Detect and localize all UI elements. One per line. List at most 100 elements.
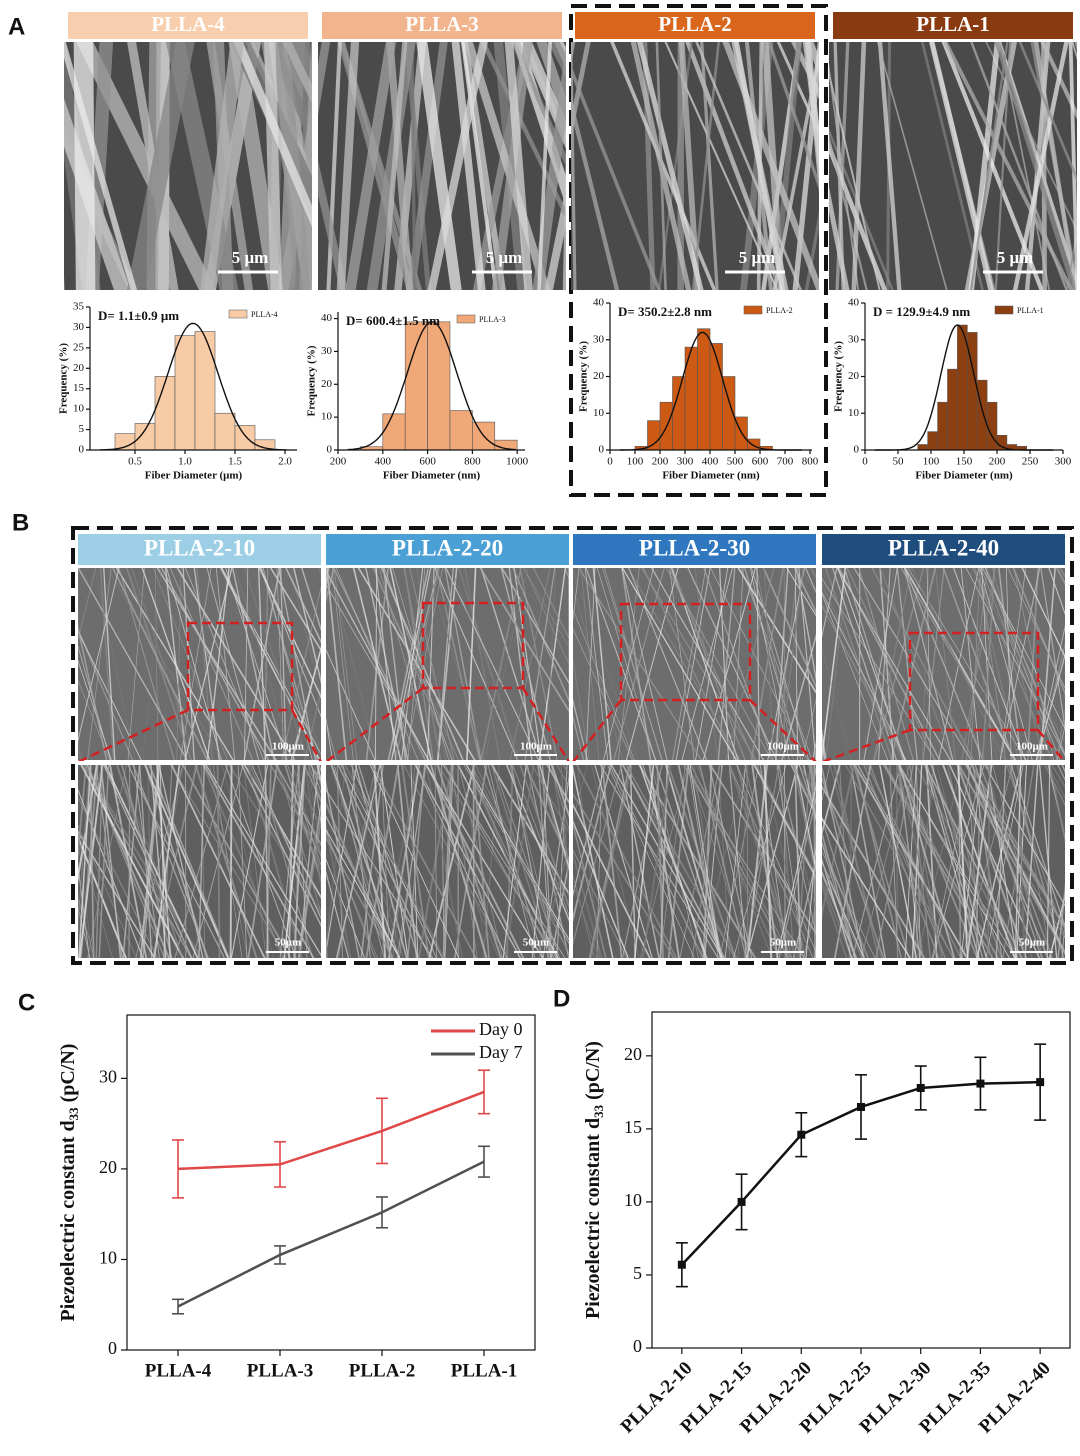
x-tick-label: 300: [677, 456, 694, 468]
fiber: [331, 568, 354, 760]
fiber: [687, 568, 778, 760]
fiber: [414, 765, 508, 958]
header-label: PLLA-2-20: [392, 535, 503, 560]
fiber: [509, 765, 557, 958]
fiber: [264, 42, 283, 290]
fiber: [966, 765, 993, 958]
fiber: [29, 558, 72, 770]
fiber: [942, 568, 1015, 760]
fiber: [513, 568, 542, 760]
zoom-line: [521, 687, 571, 763]
fiber: [127, 568, 145, 760]
fiber: [682, 765, 805, 958]
fiber: [512, 568, 569, 703]
fiber: [804, 210, 819, 290]
fiber: [669, 568, 695, 760]
fiber: [148, 765, 230, 958]
fiber: [688, 765, 751, 958]
fiber: [875, 765, 914, 958]
fiber: [293, 568, 321, 685]
fiber: [798, 765, 816, 817]
fiber: [78, 679, 110, 760]
fiber: [78, 834, 127, 958]
legend-label: PLLA-3: [479, 315, 506, 324]
x-tick-label: 0: [862, 456, 868, 468]
fiber: [127, 765, 226, 958]
fiber: [417, 765, 500, 958]
scale-label: 50μm: [275, 937, 301, 949]
fiber: [523, 568, 569, 665]
fiber: [1024, 765, 1039, 958]
fiber: [613, 568, 665, 760]
annotation: D= 600.4±1.5 nm: [346, 313, 440, 328]
fiber: [326, 568, 348, 760]
fiber: [877, 42, 902, 290]
fiber: [326, 829, 376, 958]
fiber: [924, 765, 980, 958]
fiber: [731, 42, 789, 290]
fiber: [87, 568, 112, 760]
histogram-bar: [672, 376, 686, 451]
fiber: [341, 765, 404, 958]
histogram-bar: [937, 401, 948, 451]
fiber: [746, 765, 799, 958]
x-tick-label: 2.0: [278, 456, 292, 468]
sem-texture: [29, 558, 321, 770]
fiber: [957, 765, 969, 958]
sem-texture: [573, 765, 816, 958]
fiber: [52, 558, 63, 770]
fiber: [924, 765, 1023, 958]
fiber: [333, 568, 358, 760]
series-line: [177, 1090, 485, 1171]
y-tick-label: 0: [108, 1338, 117, 1358]
fiber: [896, 765, 924, 958]
fiber: [276, 568, 285, 760]
fiber: [536, 42, 566, 129]
fiber: [326, 815, 401, 958]
fiber: [981, 568, 993, 760]
fiber: [793, 765, 816, 879]
error-bar: [478, 1069, 490, 1115]
fiber: [417, 765, 453, 958]
fiber: [243, 568, 308, 760]
fiber: [504, 765, 535, 958]
histogram-bar: [154, 376, 176, 451]
fiber: [264, 765, 269, 958]
fiber: [78, 896, 95, 958]
fiber: [392, 568, 450, 760]
fiber: [78, 788, 144, 958]
fiber: [863, 765, 940, 958]
header-label: PLLA-4: [151, 12, 225, 36]
fiber: [326, 801, 394, 958]
fiber: [396, 765, 418, 958]
fiber: [434, 765, 438, 958]
histogram-bar: [747, 438, 761, 451]
header-label: PLLA-2-10: [144, 535, 255, 560]
fiber: [935, 568, 956, 760]
y-tick-label: 10: [593, 407, 605, 419]
fiber: [40, 558, 76, 770]
fiber: [603, 568, 655, 760]
x-axis-label: Fiber Diameter (μm): [145, 470, 243, 482]
fiber: [998, 568, 1022, 760]
fiber: [822, 858, 853, 958]
fiber: [556, 765, 568, 958]
fiber: [621, 568, 668, 760]
x-tick-label: 250: [1022, 456, 1039, 468]
fiber: [1012, 568, 1065, 695]
fiber: [809, 765, 816, 856]
fiber: [538, 844, 569, 958]
fiber: [437, 568, 458, 760]
legend-swatch: [994, 305, 1014, 315]
fiber: [995, 765, 1007, 958]
legend-swatch: [743, 305, 763, 315]
fiber: [746, 765, 749, 958]
fiber: [792, 42, 819, 290]
zoom-line: [290, 709, 323, 763]
sem-texture: [829, 42, 1077, 290]
zoom-line: [1037, 729, 1066, 763]
fiber: [978, 568, 1006, 760]
y-axis-label-part: Piezoelectric constant d: [582, 1118, 604, 1319]
histogram-bar: [976, 379, 988, 451]
fiber: [506, 765, 514, 958]
